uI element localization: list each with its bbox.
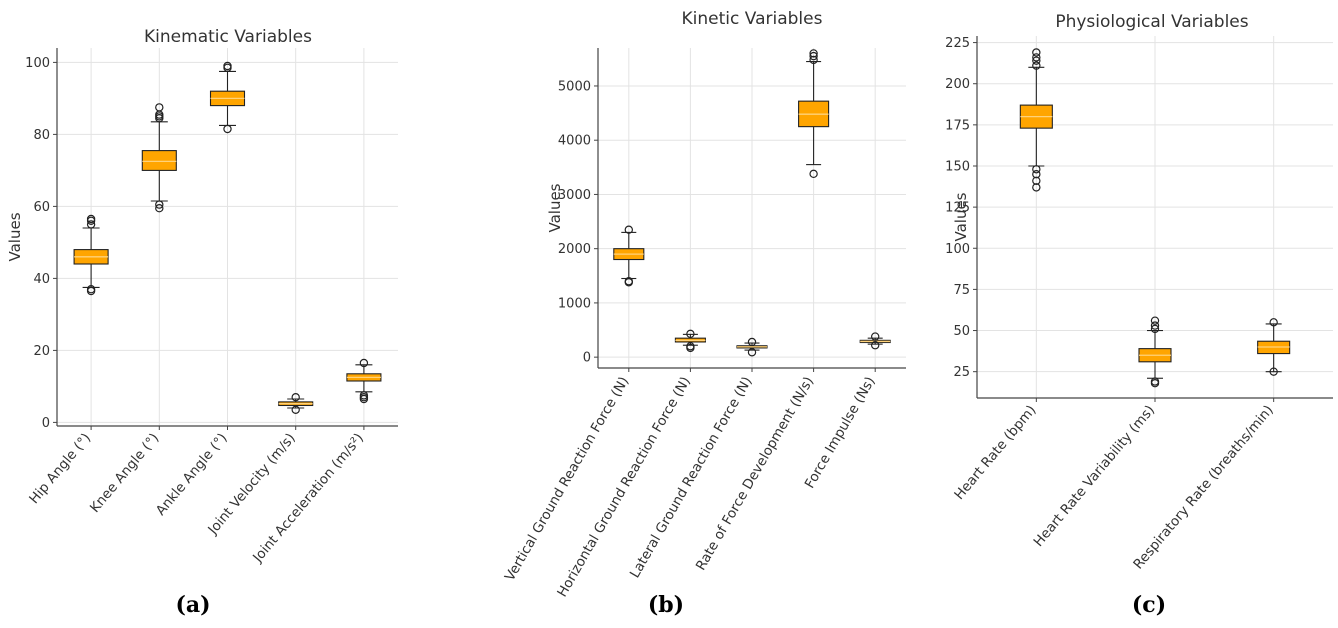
box-5 <box>859 332 891 350</box>
box-1 <box>613 225 645 287</box>
outlier-point <box>809 55 818 65</box>
y-tick-label: 0 <box>583 351 591 366</box>
outlier-point <box>1032 56 1041 65</box>
outlier-point <box>809 169 818 179</box>
outlier-point <box>155 103 164 112</box>
outlier-point <box>86 285 96 294</box>
outlier-point <box>1150 321 1160 330</box>
y-tick-label: 25 <box>953 365 970 380</box>
y-tick-label: 100 <box>945 242 970 257</box>
x-tick-label: Heart Rate (bpm) <box>951 402 1039 503</box>
box-2 <box>141 103 177 213</box>
box-4 <box>798 49 830 179</box>
y-tick-label: 20 <box>33 344 50 359</box>
outlier-point <box>1032 61 1041 70</box>
y-tick-label: 200 <box>945 77 970 92</box>
outlier-point <box>1150 377 1160 386</box>
box-1 <box>73 214 109 296</box>
outlier-point <box>291 405 300 414</box>
outlier-point <box>86 220 96 229</box>
outlier-point <box>1032 165 1041 174</box>
panel-label: (b) <box>648 592 684 618</box>
outlier-point <box>871 341 880 350</box>
outlier-point <box>359 358 369 368</box>
y-tick-label: 40 <box>33 272 50 287</box>
x-tick-label: Ankle Angle (°) <box>153 430 231 518</box>
panel-c: 25 50 75 100 125 150 175 200 225 Heart Rate (bpm)… <box>945 12 1333 618</box>
panel-label: (a) <box>175 592 210 618</box>
x-tick-label: Hip Angle (°) <box>26 430 94 507</box>
x-tick-label: Rate of Force Development (N/s) <box>693 374 817 573</box>
outlier-point <box>155 200 164 209</box>
y-tick-label: 3000 <box>558 188 591 203</box>
panel-b: 0 1000 2000 3000 4000 5000 Vertical Ground Rea… <box>502 9 906 618</box>
y-tick-label: 5000 <box>558 79 591 94</box>
y-tick-label: 100 <box>25 56 50 71</box>
outlier-point <box>1032 53 1041 62</box>
outlier-point <box>1032 170 1041 179</box>
chart-title: Kinetic Variables <box>682 9 823 29</box>
y-tick-label: 2000 <box>558 242 591 257</box>
box-3 <box>1257 318 1291 376</box>
outlier-point <box>1032 176 1041 185</box>
y-tick-label: 75 <box>953 283 970 298</box>
outlier-point <box>747 337 757 347</box>
x-tick-label: Joint Acceleration (m/s²) <box>249 430 367 566</box>
outlier-point <box>809 49 818 58</box>
box-5 <box>346 358 382 404</box>
x-tick-label: Lateral Ground Reaction Force (N) <box>627 374 756 581</box>
panel-label: (c) <box>1132 592 1166 618</box>
outlier-point <box>1269 367 1278 376</box>
y-tick-label: 125 <box>945 201 970 216</box>
outlier-point <box>291 393 300 402</box>
outlier-point <box>809 51 818 61</box>
box-2 <box>1138 316 1172 388</box>
y-tick-label: 80 <box>33 128 50 143</box>
box-4 <box>278 393 314 414</box>
outlier-point <box>1032 183 1041 192</box>
outlier-point <box>1150 324 1160 334</box>
outlier-point <box>624 277 634 286</box>
chart-title: Physiological Variables <box>1055 12 1248 32</box>
x-tick-label: Force Impulse (Ns) <box>802 374 879 491</box>
outlier-point <box>1032 48 1041 57</box>
outlier-point <box>155 203 164 213</box>
box-3 <box>736 337 768 357</box>
outlier-point <box>359 391 369 400</box>
panel-a: 0 20 40 60 80 100 Hip Angle (°)Knee Angle (°)A… <box>6 27 398 618</box>
outlier-point <box>223 124 232 134</box>
x-tick-label: Knee Angle (°) <box>87 430 162 516</box>
outlier-point <box>686 329 695 339</box>
y-axis-label: Values <box>952 192 970 241</box>
outlier-point <box>86 214 96 224</box>
outlier-point <box>624 225 634 234</box>
box-1 <box>1019 48 1053 192</box>
box-2 <box>674 329 706 353</box>
outlier-point <box>871 332 880 341</box>
y-tick-label: 50 <box>953 324 970 339</box>
outlier-point <box>747 348 757 357</box>
outlier-point <box>1150 316 1160 325</box>
y-tick-label: 150 <box>945 159 970 174</box>
x-tick-label: Horizontal Ground Reaction Force (N) <box>554 374 694 600</box>
y-axis-label: Values <box>546 183 564 232</box>
chart-title: Kinematic Variables <box>144 27 312 47</box>
y-tick-label: 60 <box>33 200 50 215</box>
x-tick-label: Vertical Ground Reaction Force (N) <box>502 374 632 584</box>
box-body <box>141 150 177 171</box>
outlier-point <box>1269 318 1278 327</box>
outlier-point <box>223 61 232 71</box>
x-tick-label: Heart Rate Variability (ms) <box>1031 402 1158 550</box>
outlier-point <box>686 342 695 351</box>
y-tick-label: 1000 <box>558 296 591 311</box>
y-axis-label: Values <box>6 212 24 261</box>
y-tick-label: 175 <box>945 118 970 133</box>
box-3 <box>209 61 246 134</box>
y-tick-label: 4000 <box>558 134 591 149</box>
y-tick-label: 225 <box>945 36 970 51</box>
x-tick-label: Respiratory Rate (breaths/min) <box>1130 402 1276 572</box>
y-tick-label: 0 <box>42 416 50 431</box>
